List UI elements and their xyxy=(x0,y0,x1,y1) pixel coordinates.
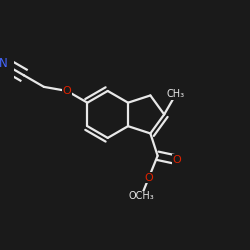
Text: O: O xyxy=(63,86,72,96)
Text: OCH₃: OCH₃ xyxy=(128,191,154,201)
Text: O: O xyxy=(173,155,182,165)
Text: CH₃: CH₃ xyxy=(167,89,185,99)
Text: N: N xyxy=(0,57,8,70)
Text: O: O xyxy=(144,172,153,182)
